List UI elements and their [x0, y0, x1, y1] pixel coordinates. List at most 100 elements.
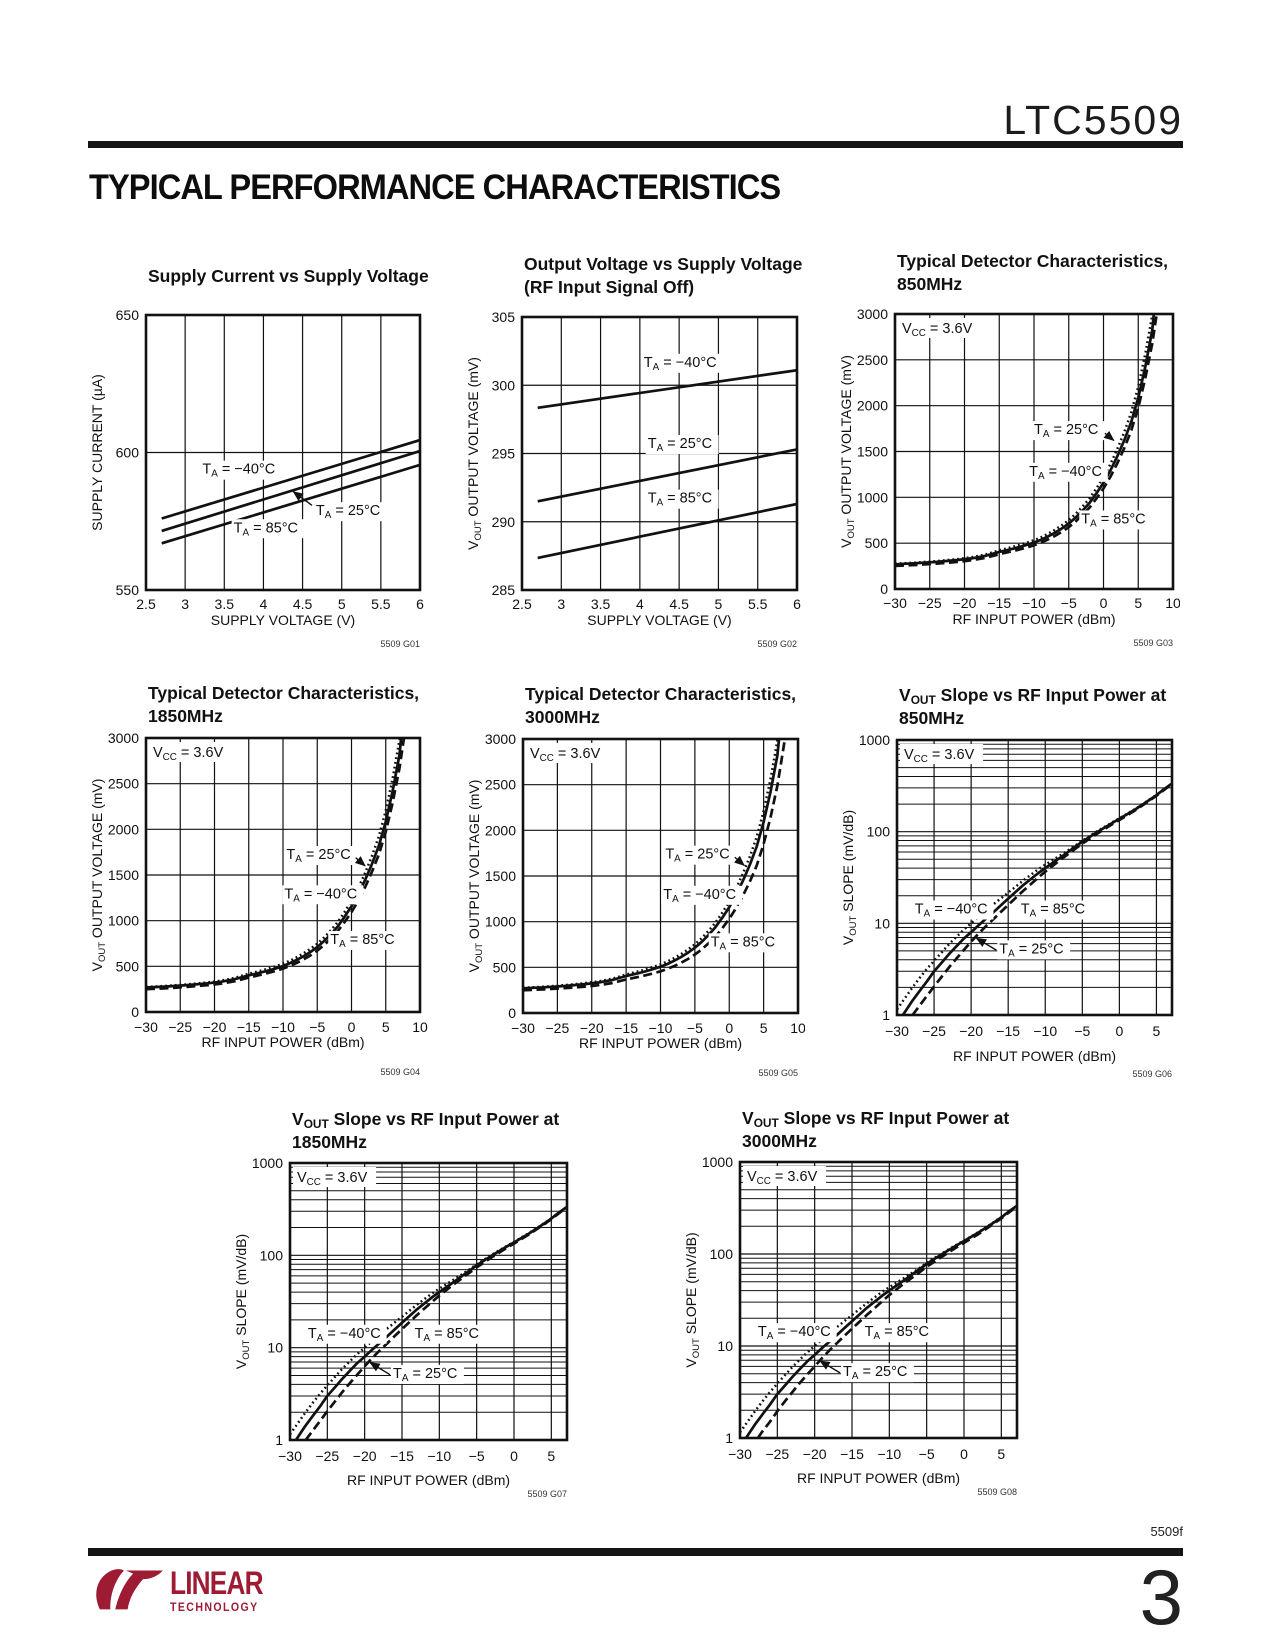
chart-title-line: 3000MHz — [742, 1131, 817, 1151]
curve-label: TA = −40°C — [202, 462, 275, 480]
x-tick-label: 5 — [1134, 595, 1142, 611]
chart-canvas: Supply Current vs Supply Voltage 2.5 3 3.5 4… — [89, 266, 429, 649]
curve-label: TA = 85°C — [234, 520, 298, 538]
x-tick-label: −10 — [271, 1019, 295, 1035]
chart-vout-slope-850mhz: VOUT Slope vs RF Input Power at 850MHz −30… — [820, 650, 1180, 1085]
x-tick-label: −30 — [728, 1446, 752, 1462]
x-tick-label: 0 — [1100, 595, 1108, 611]
chart-title-line: Typical Detector Characteristics, — [148, 683, 419, 703]
x-tick-label: −15 — [614, 1020, 638, 1036]
y-tick-label: 1 — [275, 1432, 283, 1448]
vcc-annotation: VCC = 3.6V — [153, 745, 224, 763]
series-ta-85c — [756, 1205, 1017, 1438]
annotation-bg — [743, 1166, 827, 1186]
x-tick-label: 6 — [416, 596, 424, 612]
x-tick-label: −20 — [803, 1446, 827, 1462]
x-tick-label: −25 — [168, 1019, 192, 1035]
y-axis-title: VOUT SLOPE (mV/dB) — [233, 1234, 252, 1369]
series-group — [523, 739, 787, 992]
series-ta-25c — [744, 1205, 1017, 1438]
chart-title-line: VOUT Slope vs RF Input Power at — [292, 1109, 559, 1131]
y-tick-label: 2500 — [108, 776, 139, 792]
chart-title-line: VOUT Slope vs RF Input Power at — [899, 685, 1166, 707]
label-arrow — [734, 855, 745, 867]
chart-title-line: Output Voltage vs Supply Voltage — [524, 254, 803, 274]
x-tick-label: −30 — [883, 595, 907, 611]
y-tick-label: 295 — [492, 446, 516, 462]
x-tick-label: 6 — [793, 596, 801, 612]
x-tick-label: 5 — [997, 1446, 1005, 1462]
series-group — [897, 782, 1172, 1015]
plot-frame — [520, 315, 799, 592]
x-tick-label: −25 — [546, 1020, 570, 1036]
series-group — [290, 1206, 567, 1440]
curve-label-bg — [663, 845, 737, 865]
curve-label-bg — [1032, 421, 1105, 441]
chart-title-line: Supply Current vs Supply Voltage — [148, 266, 429, 286]
annotation-bg — [293, 1167, 377, 1187]
curve-label: TA = 25°C — [843, 1364, 907, 1382]
chart-supply-current-vs-supply-voltage: Supply Current vs Supply Voltage 2.5 3 3.5 4… — [88, 240, 433, 657]
series-ta-25c — [161, 449, 420, 533]
label-arrow — [354, 856, 366, 867]
chart-canvas: Typical Detector Characteristics, 1850MHz… — [89, 683, 428, 1077]
plot-frame — [893, 312, 1175, 591]
plot-frame — [738, 1160, 1019, 1440]
chart-title-line: 1850MHz — [148, 706, 223, 726]
chart-title-line: Typical Detector Characteristics, — [897, 251, 1168, 271]
y-tick-label: 2000 — [485, 822, 516, 838]
curve-label-bg — [1027, 462, 1108, 482]
logo-brand-text: LINEAR — [170, 1565, 264, 1601]
y-tick-label: 1000 — [857, 489, 888, 505]
x-tick-label: 4.5 — [669, 596, 689, 612]
chart-detector-characteristics-1850mhz: Typical Detector Characteristics, 1850MHz… — [88, 650, 433, 1085]
curve-label-bg — [412, 1324, 486, 1344]
y-tick-label: 1500 — [108, 867, 139, 883]
page-number: 3 — [1139, 1553, 1183, 1641]
x-tick-label: −5 — [309, 1019, 325, 1035]
chart-canvas: Typical Detector Characteristics, 850MHz −… — [838, 251, 1181, 648]
y-tick-label: 1000 — [859, 732, 890, 748]
curve-label: TA = −40°C — [308, 1326, 381, 1344]
chart-vout-slope-3000mhz: VOUT Slope vs RF Input Power at 3000MHz −3… — [680, 1060, 1025, 1527]
chart-title-line: 1850MHz — [292, 1132, 367, 1152]
curve-label-bg — [282, 885, 364, 905]
y-tick-label: 3000 — [485, 731, 516, 747]
x-tick-label: 5.5 — [748, 596, 768, 612]
series-ta-25c — [895, 314, 1156, 566]
curve-label-bg — [912, 900, 994, 920]
y-tick-label: 0 — [508, 1005, 516, 1021]
y-tick-label: 1000 — [702, 1154, 733, 1170]
chart-vout-slope-1850mhz: VOUT Slope vs RF Input Power at 1850MHz −3… — [230, 1060, 575, 1527]
series-ta-25c — [901, 782, 1172, 1015]
chart-id: 5509 G08 — [977, 1487, 1017, 1497]
chart-output-voltage-vs-supply-voltage: Output Voltage vs Supply Voltage (RF Inpu… — [445, 240, 805, 657]
series-group — [161, 438, 420, 545]
curve-label: TA = 25°C — [1034, 422, 1098, 440]
chart-title-line: 850MHz — [897, 274, 962, 294]
y-tick-label: 1 — [725, 1430, 733, 1446]
series-ta-85c — [537, 502, 797, 560]
y-axis-title: VOUT SLOPE (mV/dB) — [840, 810, 859, 945]
x-tick-label: 3.5 — [215, 596, 235, 612]
curve-label-bg — [1018, 900, 1092, 920]
curve-label-bg — [841, 1363, 914, 1383]
curve-label: TA = 25°C — [286, 847, 350, 865]
x-tick-label: −30 — [511, 1020, 535, 1036]
x-tick-label: 5 — [338, 596, 346, 612]
x-axis-title: SUPPLY VOLTAGE (V) — [211, 612, 355, 628]
x-tick-label: −10 — [427, 1448, 451, 1464]
x-tick-label: −10 — [649, 1020, 673, 1036]
vcc-annotation: VCC = 3.6V — [902, 321, 973, 339]
x-tick-label: 4.5 — [293, 596, 313, 612]
x-tick-label: −15 — [390, 1448, 414, 1464]
vcc-annotation: VCC = 3.6V — [904, 747, 975, 765]
curve-label: TA = 85°C — [1021, 902, 1085, 920]
y-tick-label: 1500 — [485, 868, 516, 884]
y-tick-label: 500 — [493, 959, 517, 975]
x-tick-label: 0 — [725, 1020, 733, 1036]
x-tick-label: 4 — [636, 596, 644, 612]
label-arrow — [1103, 430, 1115, 442]
y-tick-label: 600 — [116, 445, 140, 461]
